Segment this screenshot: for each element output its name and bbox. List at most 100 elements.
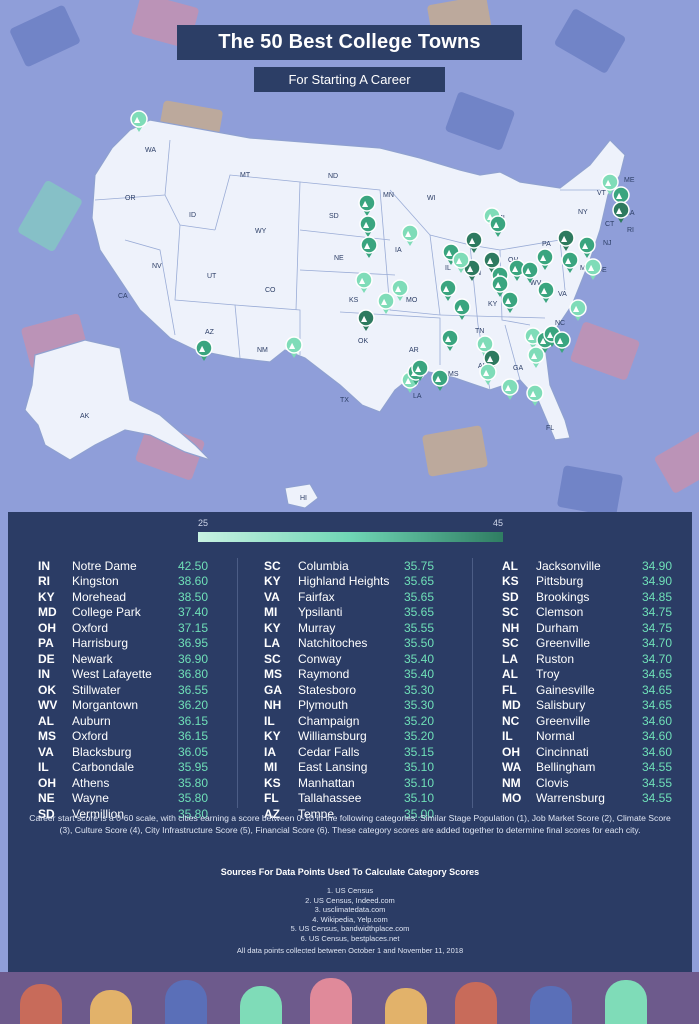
city-name: Brookings <box>536 589 590 604</box>
career-score: 35.65 <box>404 589 435 604</box>
state-code: IL <box>38 760 49 775</box>
book-decoration <box>8 4 82 68</box>
college-town-pin: ▲ <box>553 331 571 353</box>
state-label: MT <box>240 172 251 179</box>
collection-date-note: All data points collected between Octobe… <box>236 946 464 955</box>
career-score: 34.75 <box>642 620 673 635</box>
college-town-pin: ▲ <box>561 251 579 273</box>
career-score: 34.55 <box>642 775 673 790</box>
state-label: SD <box>329 213 339 220</box>
city-name: Kingston <box>72 574 119 589</box>
career-score: 34.75 <box>642 605 673 620</box>
graduation-cap-icon: ▲ <box>557 336 564 345</box>
city-name: Clemson <box>536 605 584 620</box>
college-town-pin: ▲ <box>501 378 519 400</box>
city-name: Cedar Falls <box>298 744 360 759</box>
career-score: 34.85 <box>642 589 673 604</box>
state-label: MA <box>624 210 635 217</box>
ranking-row: IN West Lafayette 36.80 <box>38 667 250 683</box>
state-label: OR <box>125 195 136 202</box>
career-score: 35.65 <box>404 605 435 620</box>
pin-layer: ▲▲▲▲▲▲▲▲▲▲▲▲▲▲▲▲▲ ▲▲ ▲▲▲▲▲▲▲▲▲▲▲▲▲▲▲▲▲▲▲▲ ▲… <box>130 110 630 406</box>
city-name: Williamsburg <box>298 729 367 744</box>
city-name: Morehead <box>72 589 127 604</box>
ranking-row: KY Morehead 38.50 <box>38 589 250 605</box>
graduation-cap-icon: ▲ <box>616 191 623 200</box>
career-score: 37.15 <box>178 620 209 635</box>
city-name: Manhattan <box>298 775 355 790</box>
student-figure <box>90 990 132 1024</box>
city-name: Tallahassee <box>298 791 362 806</box>
career-score: 34.65 <box>642 667 673 682</box>
graduation-cap-icon: ▲ <box>512 264 519 273</box>
graduation-cap-icon: ▲ <box>528 332 535 341</box>
college-town-pin: ▲ <box>526 384 544 406</box>
ranking-row: KS Pittsburg 34.90 <box>502 574 699 590</box>
graduation-cap-icon: ▲ <box>505 383 512 392</box>
sources-title: Sources For Data Points Used To Calculat… <box>220 867 480 877</box>
state-code: SC <box>264 558 281 573</box>
state-label: IL <box>445 265 451 272</box>
college-town-pin: ▲ <box>441 329 459 351</box>
ranking-row: DE Newark 36.90 <box>38 651 250 667</box>
graduation-cap-icon: ▲ <box>363 220 370 229</box>
state-label: IA <box>395 247 402 254</box>
career-score: 35.80 <box>178 775 209 790</box>
alaska-shape <box>24 339 211 461</box>
state-label: HI <box>300 495 307 502</box>
career-score: 35.65 <box>404 574 435 589</box>
ranking-row: OH Oxford 37.15 <box>38 620 250 636</box>
ranking-row: AL Auburn 36.15 <box>38 713 250 729</box>
ranking-row: VA Fairfax 35.65 <box>264 589 476 605</box>
ranking-row: NH Plymouth 35.30 <box>264 698 476 714</box>
city-name: Vermillion <box>72 806 125 821</box>
career-score: 34.60 <box>642 713 673 728</box>
ranking-row: WV Morgantown 36.20 <box>38 698 250 714</box>
city-name: Raymond <box>298 667 350 682</box>
city-name: Notre Dame <box>72 558 137 573</box>
state-label: CT <box>605 221 615 228</box>
city-name: Greenville <box>536 713 591 728</box>
college-town-pin: ▲ <box>537 281 555 303</box>
state-code: IN <box>38 558 50 573</box>
state-code: MS <box>38 729 56 744</box>
ranking-row: PA Harrisburg 36.95 <box>38 636 250 652</box>
career-score: 35.95 <box>178 760 209 775</box>
state-code: NE <box>38 791 55 806</box>
city-name: Murray <box>298 620 336 635</box>
career-score: 35.80 <box>178 806 209 821</box>
graduation-cap-icon: ▲ <box>362 199 369 208</box>
ranking-row: SD Brookings 34.85 <box>502 589 699 605</box>
state-label: UT <box>207 273 217 280</box>
ranking-row: AL Troy 34.65 <box>502 667 699 683</box>
ranking-row: KY Williamsburg 35.20 <box>264 729 476 745</box>
career-score: 34.65 <box>642 682 673 697</box>
city-name: Durham <box>536 620 579 635</box>
student-figure <box>605 980 647 1024</box>
state-code: MI <box>264 760 278 775</box>
state-label: KS <box>349 297 359 304</box>
state-label: WA <box>145 147 156 154</box>
city-name: Natchitoches <box>298 636 368 651</box>
graduation-cap-icon: ▲ <box>582 241 589 250</box>
graduation-cap-icon: ▲ <box>561 234 568 243</box>
state-code: SC <box>264 651 281 666</box>
state-code: LA <box>264 636 280 651</box>
career-score: 36.15 <box>178 713 209 728</box>
career-score: 36.80 <box>178 667 209 682</box>
city-name: Plymouth <box>298 698 349 713</box>
ranking-row: OH Athens 35.80 <box>38 775 250 791</box>
career-score: 36.15 <box>178 729 209 744</box>
ranking-row: MS Raymond 35.40 <box>264 667 476 683</box>
city-name: West Lafayette <box>72 667 152 682</box>
graduation-cap-icon: ▲ <box>483 368 490 377</box>
state-code: FL <box>502 682 517 697</box>
city-name: Blacksburg <box>72 744 132 759</box>
state-code: KY <box>264 574 281 589</box>
graduation-cap-icon: ▲ <box>565 256 572 265</box>
state-label: PA <box>542 241 551 248</box>
graduation-cap-icon: ▲ <box>405 376 412 385</box>
career-score: 35.50 <box>404 636 435 651</box>
career-score: 36.95 <box>178 636 209 651</box>
city-name: Clovis <box>536 775 569 790</box>
